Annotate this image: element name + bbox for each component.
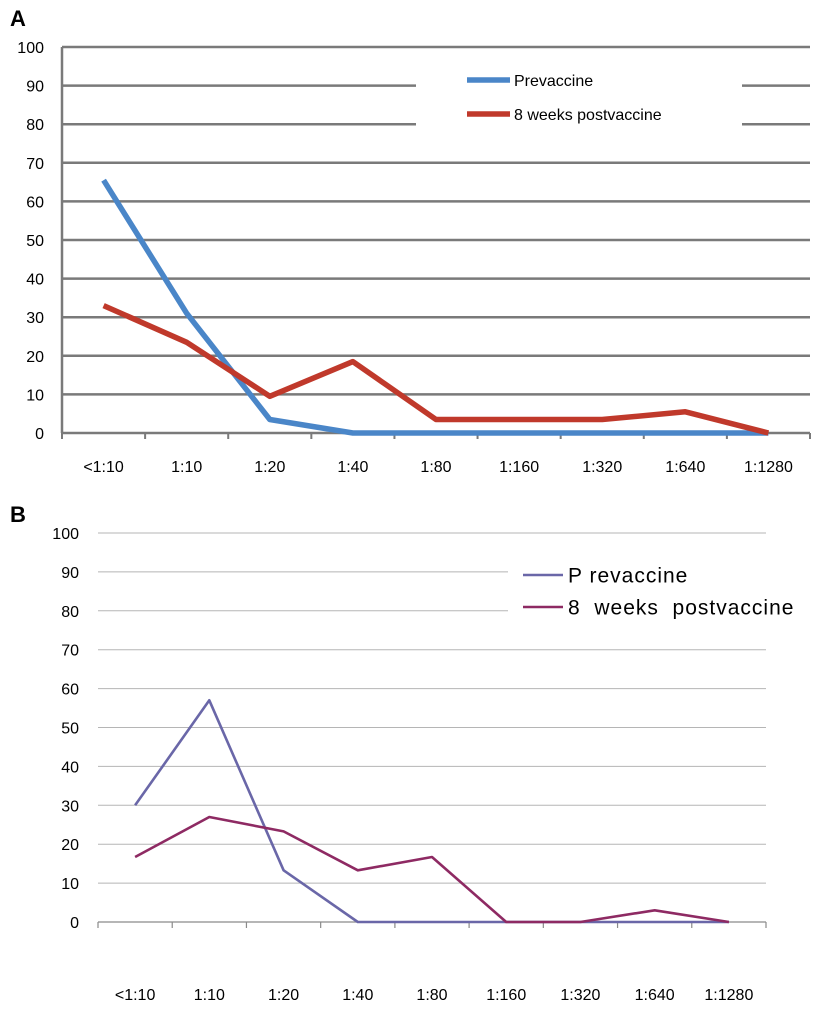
- series-line-prevaccine: [101, 178, 769, 436]
- y-tick-label: 60: [61, 682, 79, 699]
- x-tick-label: <1:10: [83, 459, 124, 476]
- x-tick-label: <1:10: [115, 987, 156, 1004]
- x-tick-label: 1:320: [560, 987, 600, 1004]
- y-tick-label: 40: [26, 272, 44, 289]
- y-tick-label: 20: [61, 837, 79, 854]
- x-tick-label: 1:20: [254, 459, 285, 476]
- legend-label: P revaccine: [568, 565, 688, 588]
- y-tick-label: 30: [61, 798, 79, 815]
- x-tick-label: 1:80: [416, 987, 447, 1004]
- panel-b-chart: B 0 10 20 30 40 50 60 70 80 90 100 <1:10 1:10 1:20 1:…: [10, 502, 813, 1004]
- series-line-postvaccine: [134, 815, 730, 924]
- series-line-postvaccine: [102, 303, 770, 436]
- y-tick-label: 40: [61, 759, 79, 776]
- y-tick-label: 80: [26, 117, 44, 134]
- y-tick-label: 30: [26, 310, 44, 327]
- x-tick-label: 1:80: [420, 459, 451, 476]
- legend-label: 8 weeks postvaccine: [568, 597, 794, 620]
- y-tick-label: 90: [61, 565, 79, 582]
- panel-a-label: A: [10, 6, 26, 31]
- y-tick-label: 0: [70, 915, 79, 932]
- panel-a-y-tick-labels: 0 10 20 30 40 50 60 70 80 90 100: [17, 40, 44, 443]
- panel-a-legend: Prevaccine 8 weeks postvaccine: [416, 70, 742, 137]
- panel-b-label: B: [10, 502, 26, 527]
- panel-a-x-tick-labels: <1:10 1:10 1:20 1:40 1:80 1:160 1:320 1:640 1:12…: [83, 459, 793, 476]
- y-tick-label: 50: [61, 721, 79, 738]
- y-tick-label: 80: [61, 604, 79, 621]
- legend-label: Prevaccine: [514, 73, 593, 90]
- y-tick-label: 0: [35, 426, 44, 443]
- y-tick-label: 60: [26, 194, 44, 211]
- y-tick-label: 50: [26, 233, 44, 250]
- x-tick-label: 1:40: [337, 459, 368, 476]
- x-tick-label: 1:160: [499, 459, 539, 476]
- y-tick-label: 10: [61, 876, 79, 893]
- x-tick-label: 1:640: [665, 459, 705, 476]
- x-tick-label: 1:640: [635, 987, 675, 1004]
- x-tick-label: 1:40: [342, 987, 373, 1004]
- panel-b-x-tick-labels: <1:10 1:10 1:20 1:40 1:80 1:160 1:320 1:640 1:12…: [115, 987, 754, 1004]
- y-tick-label: 100: [52, 526, 79, 543]
- panel-a-series: [101, 178, 770, 436]
- panel-b-y-tick-labels: 0 10 20 30 40 50 60 70 80 90 100: [52, 526, 79, 932]
- y-tick-label: 90: [26, 79, 44, 96]
- x-tick-label: 1:1280: [744, 459, 793, 476]
- y-tick-label: 70: [26, 156, 44, 173]
- panel-a-chart: A 0 10 20 30 40 50 60 70 80 90 100 <1:10 1:10 1:20 1:…: [10, 6, 811, 476]
- x-tick-label: 1:10: [194, 987, 225, 1004]
- x-tick-label: 1:160: [486, 987, 526, 1004]
- x-tick-label: 1:10: [171, 459, 202, 476]
- x-tick-label: 1:1280: [704, 987, 753, 1004]
- legend-label: 8 weeks postvaccine: [514, 107, 662, 124]
- y-tick-label: 70: [61, 643, 79, 660]
- x-tick-label: 1:20: [268, 987, 299, 1004]
- y-tick-label: 100: [17, 40, 44, 57]
- series-line-prevaccine: [134, 698, 729, 924]
- x-tick-label: 1:320: [582, 459, 622, 476]
- y-tick-label: 20: [26, 349, 44, 366]
- panel-b-series: [134, 698, 730, 924]
- legend-background: [508, 560, 813, 623]
- y-tick-label: 10: [26, 387, 44, 404]
- panel-b-legend: P revaccine 8 weeks postvaccine: [508, 560, 813, 623]
